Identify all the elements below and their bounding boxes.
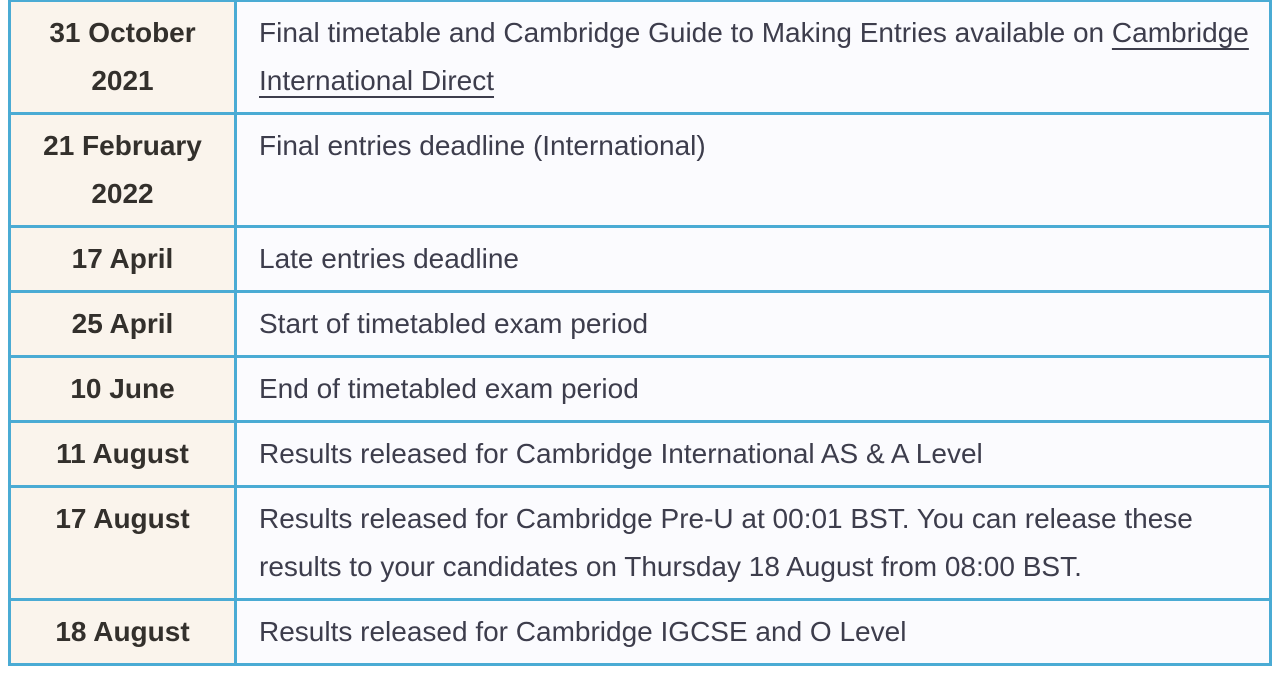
- table-row: 17 April Late entries deadline: [8, 225, 1272, 293]
- date-cell: 18 August: [8, 598, 237, 666]
- description-cell: End of timetabled exam period: [234, 355, 1272, 423]
- date-cell: 10 June: [8, 355, 237, 423]
- description-text: End of timetabled exam period: [259, 373, 639, 404]
- date-text: 11 August: [56, 438, 189, 469]
- cambridge-international-direct-link[interactable]: Cambridge International Direct: [259, 17, 1249, 96]
- date-text: 31 October: [49, 17, 196, 48]
- table-body: 31 October 2021 Final timetable and Cambr…: [8, 0, 1272, 666]
- table-row: 21 February 2022 Final entries deadline (…: [8, 112, 1272, 228]
- date-text: 10 June: [70, 373, 175, 404]
- table-row: 31 October 2021 Final timetable and Cambr…: [8, 0, 1272, 115]
- description-cell: Final entries deadline (International): [234, 112, 1272, 228]
- description-cell: Final timetable and Cambridge Guide to M…: [234, 0, 1272, 115]
- date-text: 17 April: [71, 243, 174, 274]
- date-cell: 25 April: [8, 290, 237, 358]
- description-cell: Results released for Cambridge Internati…: [234, 420, 1272, 488]
- exam-timetable-container: 31 October 2021 Final timetable and Cambr…: [8, 0, 1272, 666]
- date-text: 17 August: [55, 503, 190, 534]
- date-cell: 17 April: [8, 225, 237, 293]
- description-cell: Start of timetabled exam period: [234, 290, 1272, 358]
- description-text: Results released for Cambridge Internati…: [259, 438, 983, 469]
- date-text: 18 August: [55, 616, 190, 647]
- description-cell: Results released for Cambridge IGCSE and…: [234, 598, 1272, 666]
- date-cell: 21 February 2022: [8, 112, 237, 228]
- date-text: 2021: [91, 65, 154, 96]
- date-text: 25 April: [71, 308, 174, 339]
- date-text: 2022: [91, 178, 154, 209]
- description-text: Results released for Cambridge Pre-U at …: [259, 503, 1193, 582]
- date-cell: 17 August: [8, 485, 237, 601]
- table-row: 17 August Results released for Cambridge…: [8, 485, 1272, 601]
- description-text: Late entries deadline: [259, 243, 519, 274]
- table-row: 25 April Start of timetabled exam period: [8, 290, 1272, 358]
- date-cell: 31 October 2021: [8, 0, 237, 115]
- exam-timetable-table: 31 October 2021 Final timetable and Cambr…: [8, 0, 1272, 666]
- description-cell: Late entries deadline: [234, 225, 1272, 293]
- date-text: 21 February: [43, 130, 202, 161]
- table-row: 10 June End of timetabled exam period: [8, 355, 1272, 423]
- date-cell: 11 August: [8, 420, 237, 488]
- table-row: 18 August Results released for Cambridge…: [8, 598, 1272, 666]
- table-row: 11 August Results released for Cambridge…: [8, 420, 1272, 488]
- description-text: Final timetable and Cambridge Guide to M…: [259, 17, 1112, 48]
- description-text: Start of timetabled exam period: [259, 308, 649, 339]
- description-cell: Results released for Cambridge Pre-U at …: [234, 485, 1272, 601]
- description-text: Final entries deadline (International): [259, 130, 706, 161]
- description-text: Results released for Cambridge IGCSE and…: [259, 616, 907, 647]
